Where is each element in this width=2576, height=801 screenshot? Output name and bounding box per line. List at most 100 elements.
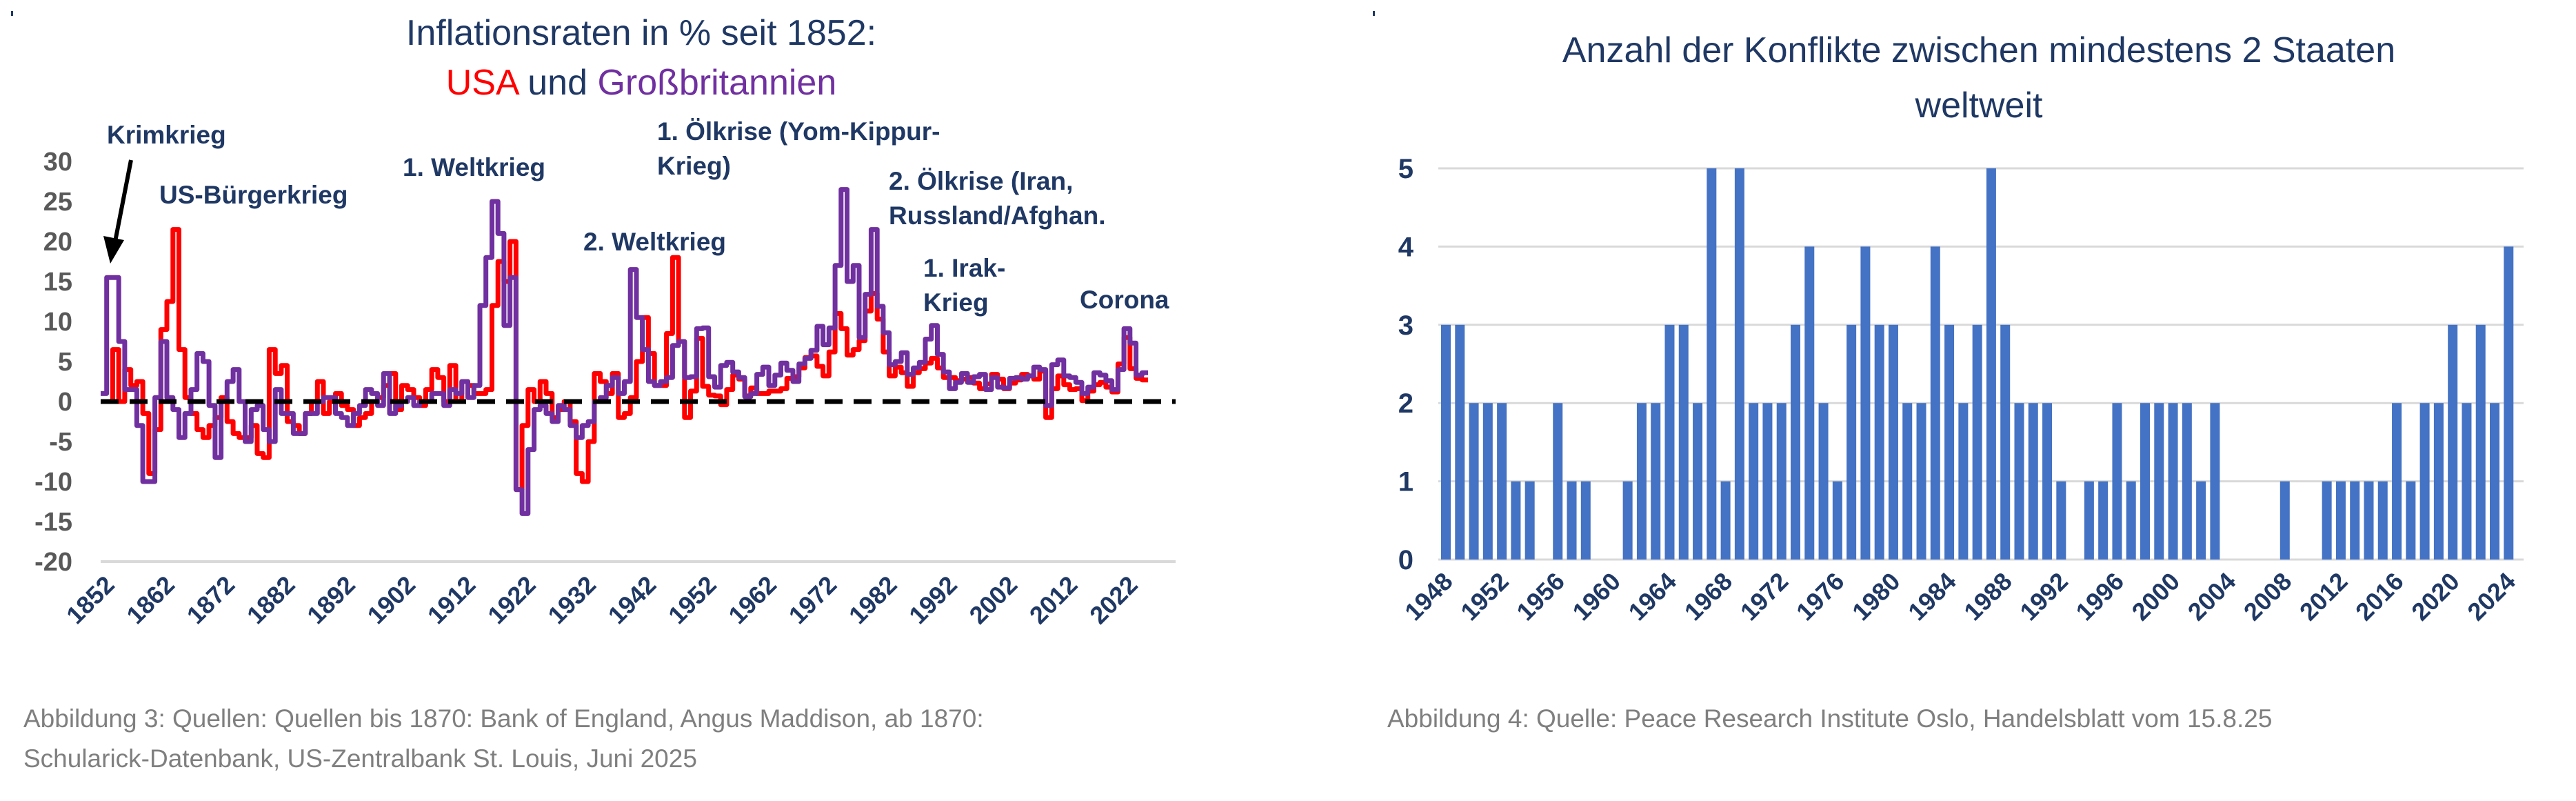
caption-line2: Schularick-Datenbank, US-Zentralbank St.… xyxy=(23,744,697,773)
bar-1975 xyxy=(1818,403,1829,560)
bar-1968 xyxy=(1720,481,1731,560)
krimkrieg-arrow-icon xyxy=(103,159,133,264)
bar-1978 xyxy=(1860,246,1871,560)
bar-1992 xyxy=(2056,481,2066,560)
bar-2002 xyxy=(2196,481,2206,560)
annotation-oelkrise-2: Russland/Afghan. xyxy=(889,201,1106,230)
y-tick-label: 0 xyxy=(58,388,72,417)
bar-1994 xyxy=(2084,481,2094,560)
annotation-corona: Corona xyxy=(1080,286,1169,314)
y-tick-label: -15 xyxy=(34,508,72,537)
bar-1980 xyxy=(1888,324,1898,560)
bar-1948 xyxy=(1441,324,1451,560)
y-tick-label: 15 xyxy=(43,268,72,297)
y-tick-label: 5 xyxy=(58,348,72,377)
bar-1999 xyxy=(2154,403,2164,560)
bar-1958 xyxy=(1580,481,1591,560)
y-axis-ticks: 30 25 20 15 10 5 0 -5 -10 -15 -20 xyxy=(34,148,72,577)
bar-1956 xyxy=(1553,403,1563,560)
bar-2015 xyxy=(2377,481,2388,560)
bar-2003 xyxy=(2210,403,2220,560)
corner-mark-left xyxy=(11,11,13,16)
bar-1952 xyxy=(1497,403,1507,560)
bar-1996 xyxy=(2112,403,2122,560)
bar-1962 xyxy=(1636,403,1647,560)
bar-1950 xyxy=(1469,403,1479,560)
chart-title-line2: weltweit xyxy=(1915,86,2043,126)
bar-1972 xyxy=(1776,403,1787,560)
series-lines xyxy=(101,187,1148,516)
bar-1969 xyxy=(1734,168,1744,560)
chart-title-line2: USA und Großbritannien xyxy=(446,63,837,103)
annotation-irak-krieg: 1. Irak- xyxy=(923,254,1005,282)
y-tick-label: -5 xyxy=(49,428,72,457)
bar-1949 xyxy=(1455,324,1465,560)
bars xyxy=(1441,168,2514,560)
y-tick-label: 2 xyxy=(1398,388,1413,419)
bar-1987 xyxy=(1986,168,1996,560)
inflation-line-chart: Inflationsraten in % seit 1852: USA und … xyxy=(23,13,1176,773)
y-axis-ticks: 5 4 3 2 1 0 xyxy=(1398,154,1414,575)
bar-1966 xyxy=(1693,403,1703,560)
bar-1961 xyxy=(1622,481,1633,560)
y-tick-label: 3 xyxy=(1398,310,1413,341)
bar-1976 xyxy=(1832,481,1842,560)
bar-1981 xyxy=(1902,403,1913,560)
bar-2018 xyxy=(2419,403,2430,560)
series-line-gb xyxy=(101,187,1148,516)
bar-2016 xyxy=(2392,403,2402,560)
annotation-oelkrise-1: 1. Ölkrise (Yom-Kippur- xyxy=(657,117,940,146)
y-tick-label: 10 xyxy=(43,308,72,337)
chart-title-line1: Inflationsraten in % seit 1852: xyxy=(406,13,876,53)
bar-1963 xyxy=(1651,403,1661,560)
bar-1973 xyxy=(1791,324,1800,560)
bar-1951 xyxy=(1482,403,1493,560)
bar-2023 xyxy=(2490,403,2499,560)
y-tick-label: 4 xyxy=(1398,232,1414,262)
title-gb: Großbritannien xyxy=(597,63,836,103)
annotation-us-buergerkrieg: US-Bürgerkrieg xyxy=(159,181,348,209)
y-tick-label: 20 xyxy=(43,228,72,257)
caption-line1: Abbildung 3: Quellen: Quellen bis 1870: … xyxy=(23,704,984,733)
bar-2013 xyxy=(2350,481,2360,560)
bar-2011 xyxy=(2322,481,2332,560)
bar-1964 xyxy=(1664,324,1675,560)
title-und: und xyxy=(518,63,598,103)
annotation-irak-krieg: Krieg xyxy=(923,288,989,317)
y-tick-label: 30 xyxy=(43,148,72,177)
annotation-krimkrieg: Krimkrieg xyxy=(107,121,226,149)
title-usa: USA xyxy=(446,63,520,103)
bar-1995 xyxy=(2098,481,2109,560)
caption: Abbildung 4: Quelle: Peace Research Inst… xyxy=(1387,704,2272,733)
bar-1982 xyxy=(1916,403,1926,560)
bar-1988 xyxy=(2000,324,2011,560)
bar-1954 xyxy=(1525,481,1535,560)
annotation-weltkrieg-2: 2. Weltkrieg xyxy=(583,228,726,256)
bar-1998 xyxy=(2140,403,2150,560)
bar-1991 xyxy=(2042,403,2053,560)
bar-1983 xyxy=(1930,246,1940,560)
y-tick-label: 1 xyxy=(1398,467,1413,497)
y-tick-label: -20 xyxy=(34,548,72,577)
bar-1977 xyxy=(1847,324,1857,560)
bar-2021 xyxy=(2462,403,2472,560)
bar-1957 xyxy=(1567,481,1577,560)
bar-2001 xyxy=(2182,403,2192,560)
corner-mark-right xyxy=(1373,11,1375,16)
bar-1985 xyxy=(1958,403,1969,560)
bar-2020 xyxy=(2448,324,2458,560)
chart-title-line1: Anzahl der Konflikte zwischen mindestens… xyxy=(1562,30,2395,70)
bar-1986 xyxy=(1972,324,1982,560)
y-tick-label: -10 xyxy=(34,468,72,497)
y-tick-label: 5 xyxy=(1398,154,1413,184)
bar-1971 xyxy=(1762,403,1773,560)
conflicts-bar-chart: Anzahl der Konflikte zwischen mindestens… xyxy=(1387,30,2524,733)
bar-1953 xyxy=(1511,481,1521,560)
annotation-weltkrieg-1: 1. Weltkrieg xyxy=(403,153,545,181)
bar-2017 xyxy=(2406,481,2416,560)
bar-2014 xyxy=(2364,481,2374,560)
bar-1979 xyxy=(1874,324,1884,560)
bar-2000 xyxy=(2168,403,2178,560)
